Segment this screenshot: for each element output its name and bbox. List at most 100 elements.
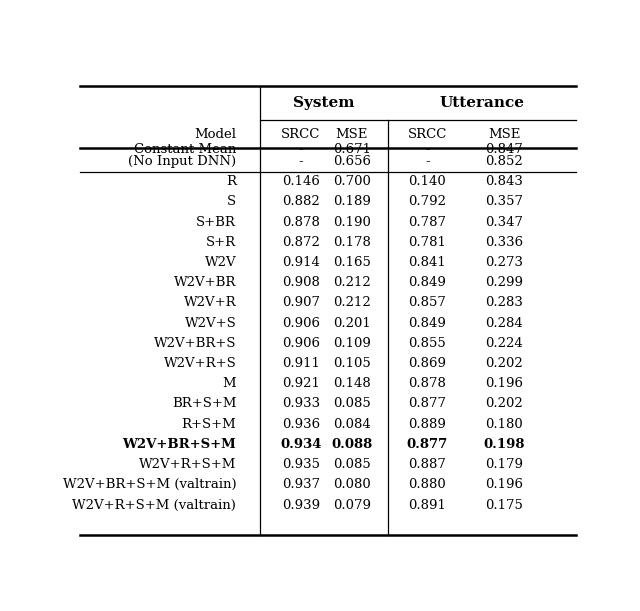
Text: S: S [227,196,236,208]
Text: 0.935: 0.935 [282,458,320,471]
Text: 0.671: 0.671 [333,143,371,156]
Text: 0.847: 0.847 [485,143,523,156]
Text: 0.088: 0.088 [331,438,372,451]
Text: 0.841: 0.841 [408,256,446,269]
Text: 0.165: 0.165 [333,256,371,269]
Text: W2V+BR+S+M (valtrain): W2V+BR+S+M (valtrain) [63,478,236,491]
Text: 0.196: 0.196 [485,377,523,390]
Text: 0.878: 0.878 [408,377,446,390]
Text: W2V: W2V [205,256,236,269]
Text: BR+S+M: BR+S+M [172,398,236,411]
Text: 0.201: 0.201 [333,316,371,330]
Text: 0.700: 0.700 [333,175,371,188]
Text: 0.084: 0.084 [333,418,371,431]
Text: SRCC: SRCC [408,128,447,141]
Text: 0.872: 0.872 [282,236,319,249]
Text: -: - [298,155,303,168]
Text: 0.849: 0.849 [408,276,446,289]
Text: MSE: MSE [335,128,368,141]
Text: 0.189: 0.189 [333,196,371,208]
Text: R+S+M: R+S+M [182,418,236,431]
Text: 0.179: 0.179 [485,458,523,471]
Text: W2V+S: W2V+S [184,316,236,330]
Text: 0.906: 0.906 [282,337,320,350]
Text: 0.202: 0.202 [485,398,523,411]
Text: 0.781: 0.781 [408,236,446,249]
Text: W2V+R: W2V+R [184,296,236,309]
Text: 0.849: 0.849 [408,316,446,330]
Text: 0.085: 0.085 [333,398,371,411]
Text: 0.175: 0.175 [485,499,523,511]
Text: 0.212: 0.212 [333,276,371,289]
Text: 0.178: 0.178 [333,236,371,249]
Text: 0.869: 0.869 [408,357,446,370]
Text: (No Input DNN): (No Input DNN) [128,155,236,168]
Text: 0.937: 0.937 [282,478,320,491]
Text: MSE: MSE [488,128,520,141]
Text: 0.877: 0.877 [406,438,448,451]
Text: -: - [425,155,429,168]
Text: 0.196: 0.196 [485,478,523,491]
Text: Model: Model [195,128,236,141]
Text: 0.198: 0.198 [483,438,525,451]
Text: 0.911: 0.911 [282,357,319,370]
Text: 0.105: 0.105 [333,357,371,370]
Text: S+BR: S+BR [196,216,236,229]
Text: W2V+R+S: W2V+R+S [163,357,236,370]
Text: 0.283: 0.283 [485,296,523,309]
Text: 0.656: 0.656 [333,155,371,168]
Text: 0.357: 0.357 [485,196,523,208]
Text: 0.080: 0.080 [333,478,371,491]
Text: W2V+R+S+M: W2V+R+S+M [139,458,236,471]
Text: 0.146: 0.146 [282,175,319,188]
Text: 0.180: 0.180 [485,418,523,431]
Text: 0.787: 0.787 [408,216,446,229]
Text: Constant Mean: Constant Mean [134,143,236,156]
Text: 0.148: 0.148 [333,377,371,390]
Text: 0.921: 0.921 [282,377,319,390]
Text: W2V+R+S+M (valtrain): W2V+R+S+M (valtrain) [72,499,236,511]
Text: 0.852: 0.852 [485,155,523,168]
Text: 0.224: 0.224 [485,337,523,350]
Text: 0.907: 0.907 [282,296,320,309]
Text: 0.085: 0.085 [333,458,371,471]
Text: -: - [425,143,429,156]
Text: 0.336: 0.336 [485,236,523,249]
Text: 0.857: 0.857 [408,296,446,309]
Text: 0.212: 0.212 [333,296,371,309]
Text: 0.792: 0.792 [408,196,446,208]
Text: 0.855: 0.855 [408,337,446,350]
Text: Utterance: Utterance [439,97,524,111]
Text: SRCC: SRCC [281,128,321,141]
Text: 0.933: 0.933 [282,398,320,411]
Text: W2V+BR: W2V+BR [174,276,236,289]
Text: -: - [298,143,303,156]
Text: 0.190: 0.190 [333,216,371,229]
Text: 0.347: 0.347 [485,216,523,229]
Text: 0.889: 0.889 [408,418,446,431]
Text: M: M [223,377,236,390]
Text: 0.877: 0.877 [408,398,446,411]
Text: 0.914: 0.914 [282,256,319,269]
Text: 0.284: 0.284 [485,316,523,330]
Text: 0.109: 0.109 [333,337,371,350]
Text: 0.273: 0.273 [485,256,523,269]
Text: 0.878: 0.878 [282,216,319,229]
Text: 0.140: 0.140 [408,175,446,188]
Text: 0.202: 0.202 [485,357,523,370]
Text: R: R [227,175,236,188]
Text: 0.843: 0.843 [485,175,523,188]
Text: W2V+BR+S: W2V+BR+S [154,337,236,350]
Text: 0.939: 0.939 [282,499,320,511]
Text: 0.908: 0.908 [282,276,319,289]
Text: 0.934: 0.934 [280,438,321,451]
Text: W2V+BR+S+M: W2V+BR+S+M [122,438,236,451]
Text: 0.891: 0.891 [408,499,446,511]
Text: System: System [292,97,355,111]
Text: 0.936: 0.936 [282,418,320,431]
Text: 0.887: 0.887 [408,458,446,471]
Text: S+R: S+R [206,236,236,249]
Text: 0.079: 0.079 [333,499,371,511]
Text: 0.299: 0.299 [485,276,523,289]
Text: 0.906: 0.906 [282,316,320,330]
